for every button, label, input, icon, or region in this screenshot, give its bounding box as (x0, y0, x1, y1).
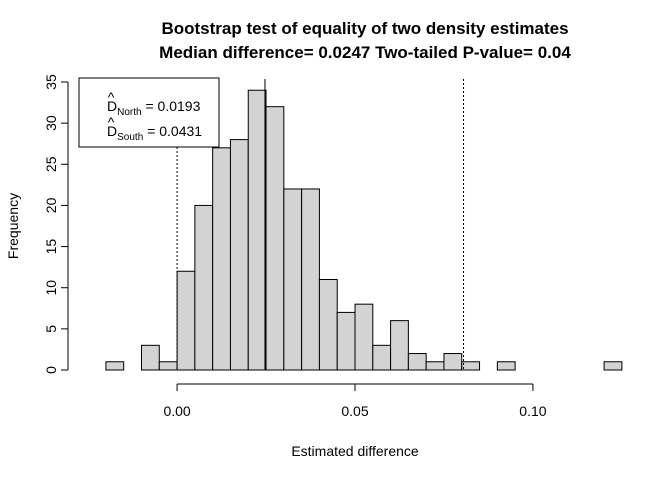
histogram-bar-10 (283, 188, 303, 371)
legend-entry-north: DNorth = 0.0193 ^ (107, 89, 201, 118)
svg-text:DNorth = 0.0193: DNorth = 0.0193 (107, 98, 201, 118)
histogram-bar-17 (407, 353, 427, 371)
chart-subtitle: Median difference= 0.0247 Two-tailed P-v… (159, 43, 571, 62)
histogram-bar-9 (265, 106, 285, 371)
legend-south-value: 0.0431 (159, 123, 202, 139)
legend-south-subscript: South (117, 132, 143, 143)
y-tick-label-3: 15 (43, 239, 59, 255)
histogram-bar-14 (354, 303, 374, 371)
legend-north-value: 0.0193 (158, 98, 201, 114)
svg-text:DSouth = 0.0431: DSouth = 0.0431 (107, 123, 202, 143)
histogram-bar-7 (229, 139, 249, 371)
histogram-bar-2 (140, 344, 160, 371)
y-tick-label-6: 30 (43, 115, 59, 131)
y-axis: 0 5 10 15 20 25 30 35 (43, 74, 69, 374)
histogram-bar-12 (318, 278, 338, 371)
y-tick-label-4: 20 (43, 197, 59, 213)
y-tick-label-2: 10 (43, 280, 59, 296)
histogram-bar-0 (105, 361, 125, 371)
x-axis: 0.00 0.05 0.10 (163, 383, 547, 419)
y-tick-label-0: 0 (43, 366, 59, 374)
y-axis-label: Frequency (5, 193, 21, 259)
histogram-bar-22 (496, 361, 516, 371)
legend: DNorth = 0.0193 ^ DSouth = 0.0431 ^ (78, 77, 220, 148)
legend-north-subscript: North (117, 107, 141, 118)
histogram-bar-5 (194, 204, 214, 371)
histogram-bar-4 (176, 270, 196, 371)
legend-box (78, 77, 220, 148)
histogram-bar-19 (443, 353, 463, 371)
y-tick-label-1: 5 (43, 325, 59, 333)
histogram-bar-6 (212, 147, 231, 371)
chart-title: Bootstrap test of equality of two densit… (161, 19, 568, 38)
x-tick-label-0: 0.00 (163, 403, 190, 419)
histogram-bar-28 (603, 361, 623, 371)
hat-icon: ^ (108, 89, 115, 105)
histogram-bar-3 (158, 361, 178, 371)
histogram-bar-16 (390, 320, 409, 371)
x-axis-label: Estimated difference (291, 443, 419, 459)
histogram-bar-13 (336, 311, 356, 371)
legend-north-symbol: D (107, 98, 117, 114)
y-tick-label-5: 25 (43, 156, 59, 172)
histogram-bar-11 (301, 188, 320, 371)
x-tick-label-1: 0.05 (341, 403, 368, 419)
histogram-bar-15 (372, 344, 392, 371)
histogram-bar-8 (247, 89, 267, 371)
histogram-bar-20 (461, 361, 481, 371)
histogram-bar-18 (425, 361, 445, 371)
y-tick-label-7: 35 (43, 74, 59, 90)
legend-entry-south: DSouth = 0.0431 ^ (107, 114, 202, 143)
x-tick-label-2: 0.10 (519, 403, 546, 419)
histogram-bars (105, 89, 623, 371)
hat-icon: ^ (108, 114, 115, 130)
legend-south-symbol: D (107, 123, 117, 139)
